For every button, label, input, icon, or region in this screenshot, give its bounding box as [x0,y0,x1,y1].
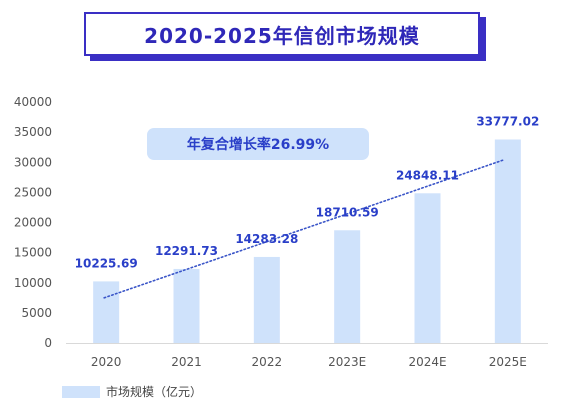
data-label: 12291.73 [155,244,218,258]
y-tick-label: 30000 [14,155,52,169]
x-tick-label: 2022 [252,355,283,369]
legend: 市场规模（亿元） [62,383,202,400]
bar [173,268,200,343]
y-tick-label: 25000 [14,185,52,199]
bar [414,193,441,343]
data-label: 10225.69 [75,256,138,270]
legend-swatch [62,385,100,398]
title-box: 2020-2025年信创市场规模 [84,12,480,56]
y-tick-label: 0 [44,336,52,350]
y-tick-label: 20000 [14,216,52,230]
bar [93,281,120,343]
legend-label: 市场规模（亿元） [106,385,203,399]
annotation-text: 年复合增长率26.99% [187,136,329,153]
trend-line [103,159,505,299]
y-tick-label: 5000 [21,306,52,320]
chart-title: 2020-2025年信创市场规模 [144,23,420,48]
annotation-box [147,128,369,160]
x-tick-label: 2021 [171,355,202,369]
y-tick-label: 40000 [14,95,52,109]
y-tick-label: 15000 [14,246,52,260]
data-label: 24848.11 [396,168,459,182]
y-tick-label: 10000 [14,276,52,290]
bar [494,139,521,343]
data-label: 14283.28 [235,232,298,246]
y-tick-label: 35000 [14,125,52,139]
x-tick-label: 2024E [408,355,446,369]
bar [334,230,361,343]
x-tick-label: 2020 [91,355,122,369]
data-label: 18710.59 [316,205,379,219]
x-tick-label: 2025E [489,355,527,369]
x-tick-label: 2023E [328,355,366,369]
data-label: 33777.02 [476,114,539,128]
bar [253,256,280,343]
